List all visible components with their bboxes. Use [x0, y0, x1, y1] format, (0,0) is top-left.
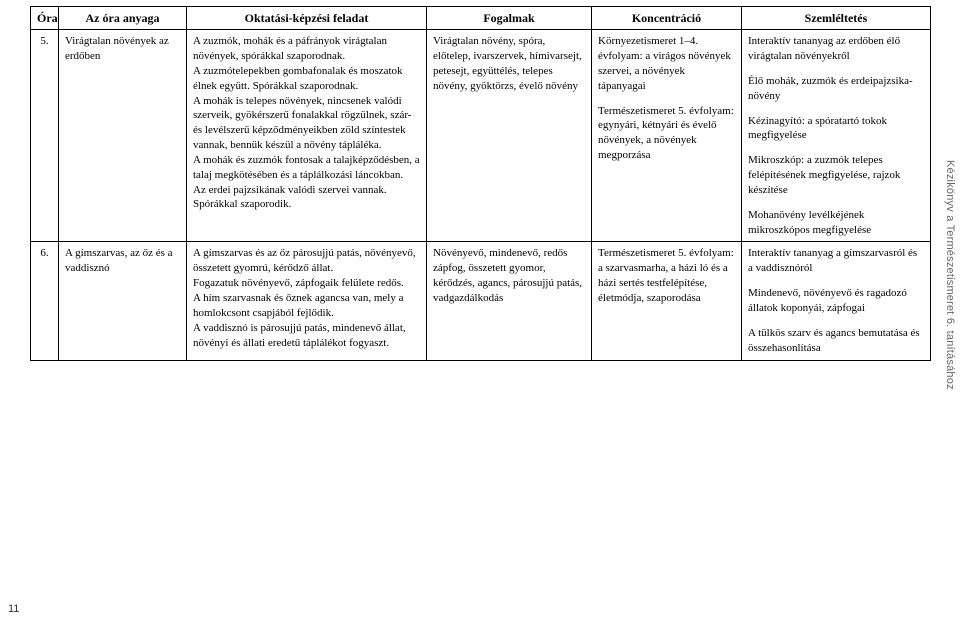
cell-szemleltetes: Interaktív tananyag a gímszarvasról és a…	[742, 242, 931, 360]
sze-para: A tülkös szarv és agancs bemutatása és ö…	[748, 326, 924, 356]
cell-koncentracio: Természetismeret 5. évfolyam: a szarvasm…	[592, 242, 742, 360]
spacer	[748, 276, 924, 286]
kon-para: Természetismeret 5. évfolyam: egynyári, …	[598, 104, 735, 163]
cell-ora: 6.	[31, 242, 59, 360]
sze-para: Kézinagyító: a spóratartó tokok megfigye…	[748, 114, 924, 144]
sze-para: Mohanövény levélkéjének mikroszkópos meg…	[748, 208, 924, 238]
okt-para: A mohák is telepes növények, nincsenek v…	[193, 94, 420, 153]
col-ora: Óra	[31, 7, 59, 30]
spacer	[748, 104, 924, 114]
cell-ora: 5.	[31, 30, 59, 242]
okt-para: Az erdei pajzsikának valódi szervei vann…	[193, 183, 420, 213]
curriculum-table-wrap: Óra Az óra anyaga Oktatási-képzési felad…	[30, 6, 930, 361]
kon-para: Természetismeret 5. évfolyam: a szarvasm…	[598, 246, 735, 305]
kon-para: Környezetismeret 1–4. évfolyam: a virágo…	[598, 34, 735, 93]
page-number: 11	[8, 603, 19, 615]
col-anyaga: Az óra anyaga	[59, 7, 187, 30]
cell-fogalmak: Virágtalan növény, spóra, előtelep, ivar…	[427, 30, 592, 242]
sze-para: Mindenevő, növényevő és ragadozó állatok…	[748, 286, 924, 316]
col-fogalmak: Fogalmak	[427, 7, 592, 30]
cell-anyaga: Virágtalan növények az erdőben	[59, 30, 187, 242]
spacer	[748, 143, 924, 153]
okt-para: A zuzmótelepekben gombafonalak és moszat…	[193, 64, 420, 94]
cell-fogalmak: Növényevő, mindenevő, redős zápfog, össz…	[427, 242, 592, 360]
okt-para: Fogazatuk növényevő, zápfogaik felülete …	[193, 276, 420, 291]
curriculum-table: Óra Az óra anyaga Oktatási-képzési felad…	[30, 6, 931, 361]
col-oktatasi: Oktatási-képzési feladat	[187, 7, 427, 30]
okt-para: A hím szarvasnak és őznek agancsa van, m…	[193, 291, 420, 321]
cell-anyaga: A gímszarvas, az őz és a vaddisznó	[59, 242, 187, 360]
cell-oktatasi: A gímszarvas és az őz párosujjú patás, n…	[187, 242, 427, 360]
spacer	[598, 94, 735, 104]
sze-para: Mikroszkóp: a zuzmók telepes felépítésén…	[748, 153, 924, 198]
col-szemleltetes: Szemléltetés	[742, 7, 931, 30]
sze-para: Élő mohák, zuzmók és erdeipajzsika-növén…	[748, 74, 924, 104]
cell-szemleltetes: Interaktív tananyag az erdőben élő virág…	[742, 30, 931, 242]
table-header-row: Óra Az óra anyaga Oktatási-képzési felad…	[31, 7, 931, 30]
okt-para: A mohák és zuzmók fontosak a talajképződ…	[193, 153, 420, 183]
table-row: 6. A gímszarvas, az őz és a vaddisznó A …	[31, 242, 931, 360]
sze-para: Interaktív tananyag az erdőben élő virág…	[748, 34, 924, 64]
table-row: 5. Virágtalan növények az erdőben A zuzm…	[31, 30, 931, 242]
spacer	[748, 64, 924, 74]
cell-oktatasi: A zuzmók, mohák és a páfrányok virágtala…	[187, 30, 427, 242]
okt-para: A gímszarvas és az őz párosujjú patás, n…	[193, 246, 420, 276]
cell-koncentracio: Környezetismeret 1–4. évfolyam: a virágo…	[592, 30, 742, 242]
okt-para: A zuzmók, mohák és a páfrányok virágtala…	[193, 34, 420, 64]
spacer	[748, 316, 924, 326]
spacer	[748, 198, 924, 208]
okt-para: A vaddisznó is párosujjú patás, mindenev…	[193, 321, 420, 351]
sze-para: Interaktív tananyag a gímszarvasról és a…	[748, 246, 924, 276]
col-koncentracio: Koncentráció	[592, 7, 742, 30]
side-title: Kézikönyv a Természetismeret 6. tanításá…	[944, 160, 956, 390]
